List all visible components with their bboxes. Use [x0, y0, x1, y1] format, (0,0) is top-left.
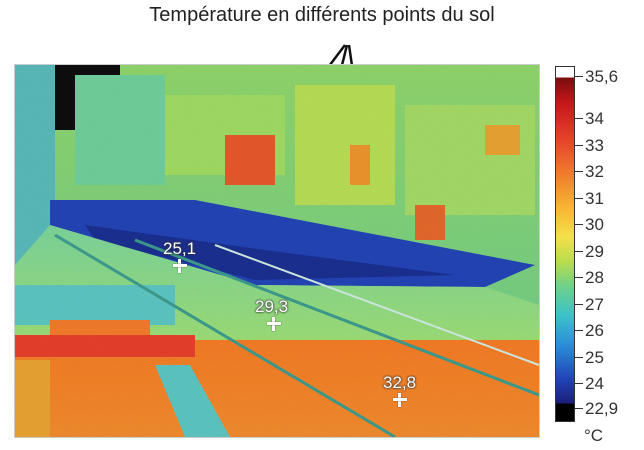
scale-tick-label: 32	[585, 162, 604, 181]
scale-tick-label: 26	[585, 321, 604, 340]
scale-tick	[575, 383, 583, 384]
scale-tick-label: 28	[585, 268, 604, 287]
scale-tick-label: 33	[585, 136, 604, 155]
scale-tick-label: 27	[585, 295, 604, 314]
scale-tick-min	[575, 408, 583, 409]
scale-tick	[575, 118, 583, 119]
scale-tick-label: 25	[585, 348, 604, 367]
scale-tick	[575, 357, 583, 358]
scale-tick-label: 29	[585, 242, 604, 261]
crosshair-3-icon	[393, 393, 407, 407]
scale-tick-label: 24	[585, 374, 604, 393]
thermal-image: 25,1 29,3 32,8	[14, 64, 540, 438]
scale-tick	[575, 198, 583, 199]
scale-tick	[575, 224, 583, 225]
figure-caption: Température en différents points du sol	[149, 4, 495, 26]
scale-tick	[575, 145, 583, 146]
temperature-reading-3: 32,8	[383, 373, 417, 392]
scale-min-label: 22,9	[585, 399, 619, 418]
scale-tick-label: 31	[585, 189, 604, 208]
scale-tick	[575, 304, 583, 305]
temperature-reading-2: 29,3	[255, 297, 289, 316]
scale-unit: °C	[584, 426, 604, 445]
temperature-color-scale	[555, 66, 575, 422]
scale-tick	[575, 277, 583, 278]
crosshair-2-icon	[267, 317, 281, 331]
scale-tick	[575, 251, 583, 252]
temperature-reading-1: 25,1	[163, 239, 197, 258]
scale-tick-label: 30	[585, 215, 604, 234]
scale-tick-max	[575, 76, 583, 77]
crosshair-1-icon	[173, 259, 187, 273]
scale-tick-label: 34	[585, 109, 604, 128]
scale-tick	[575, 330, 583, 331]
scale-tick	[575, 171, 583, 172]
scale-max-label: 35,6	[585, 67, 619, 86]
